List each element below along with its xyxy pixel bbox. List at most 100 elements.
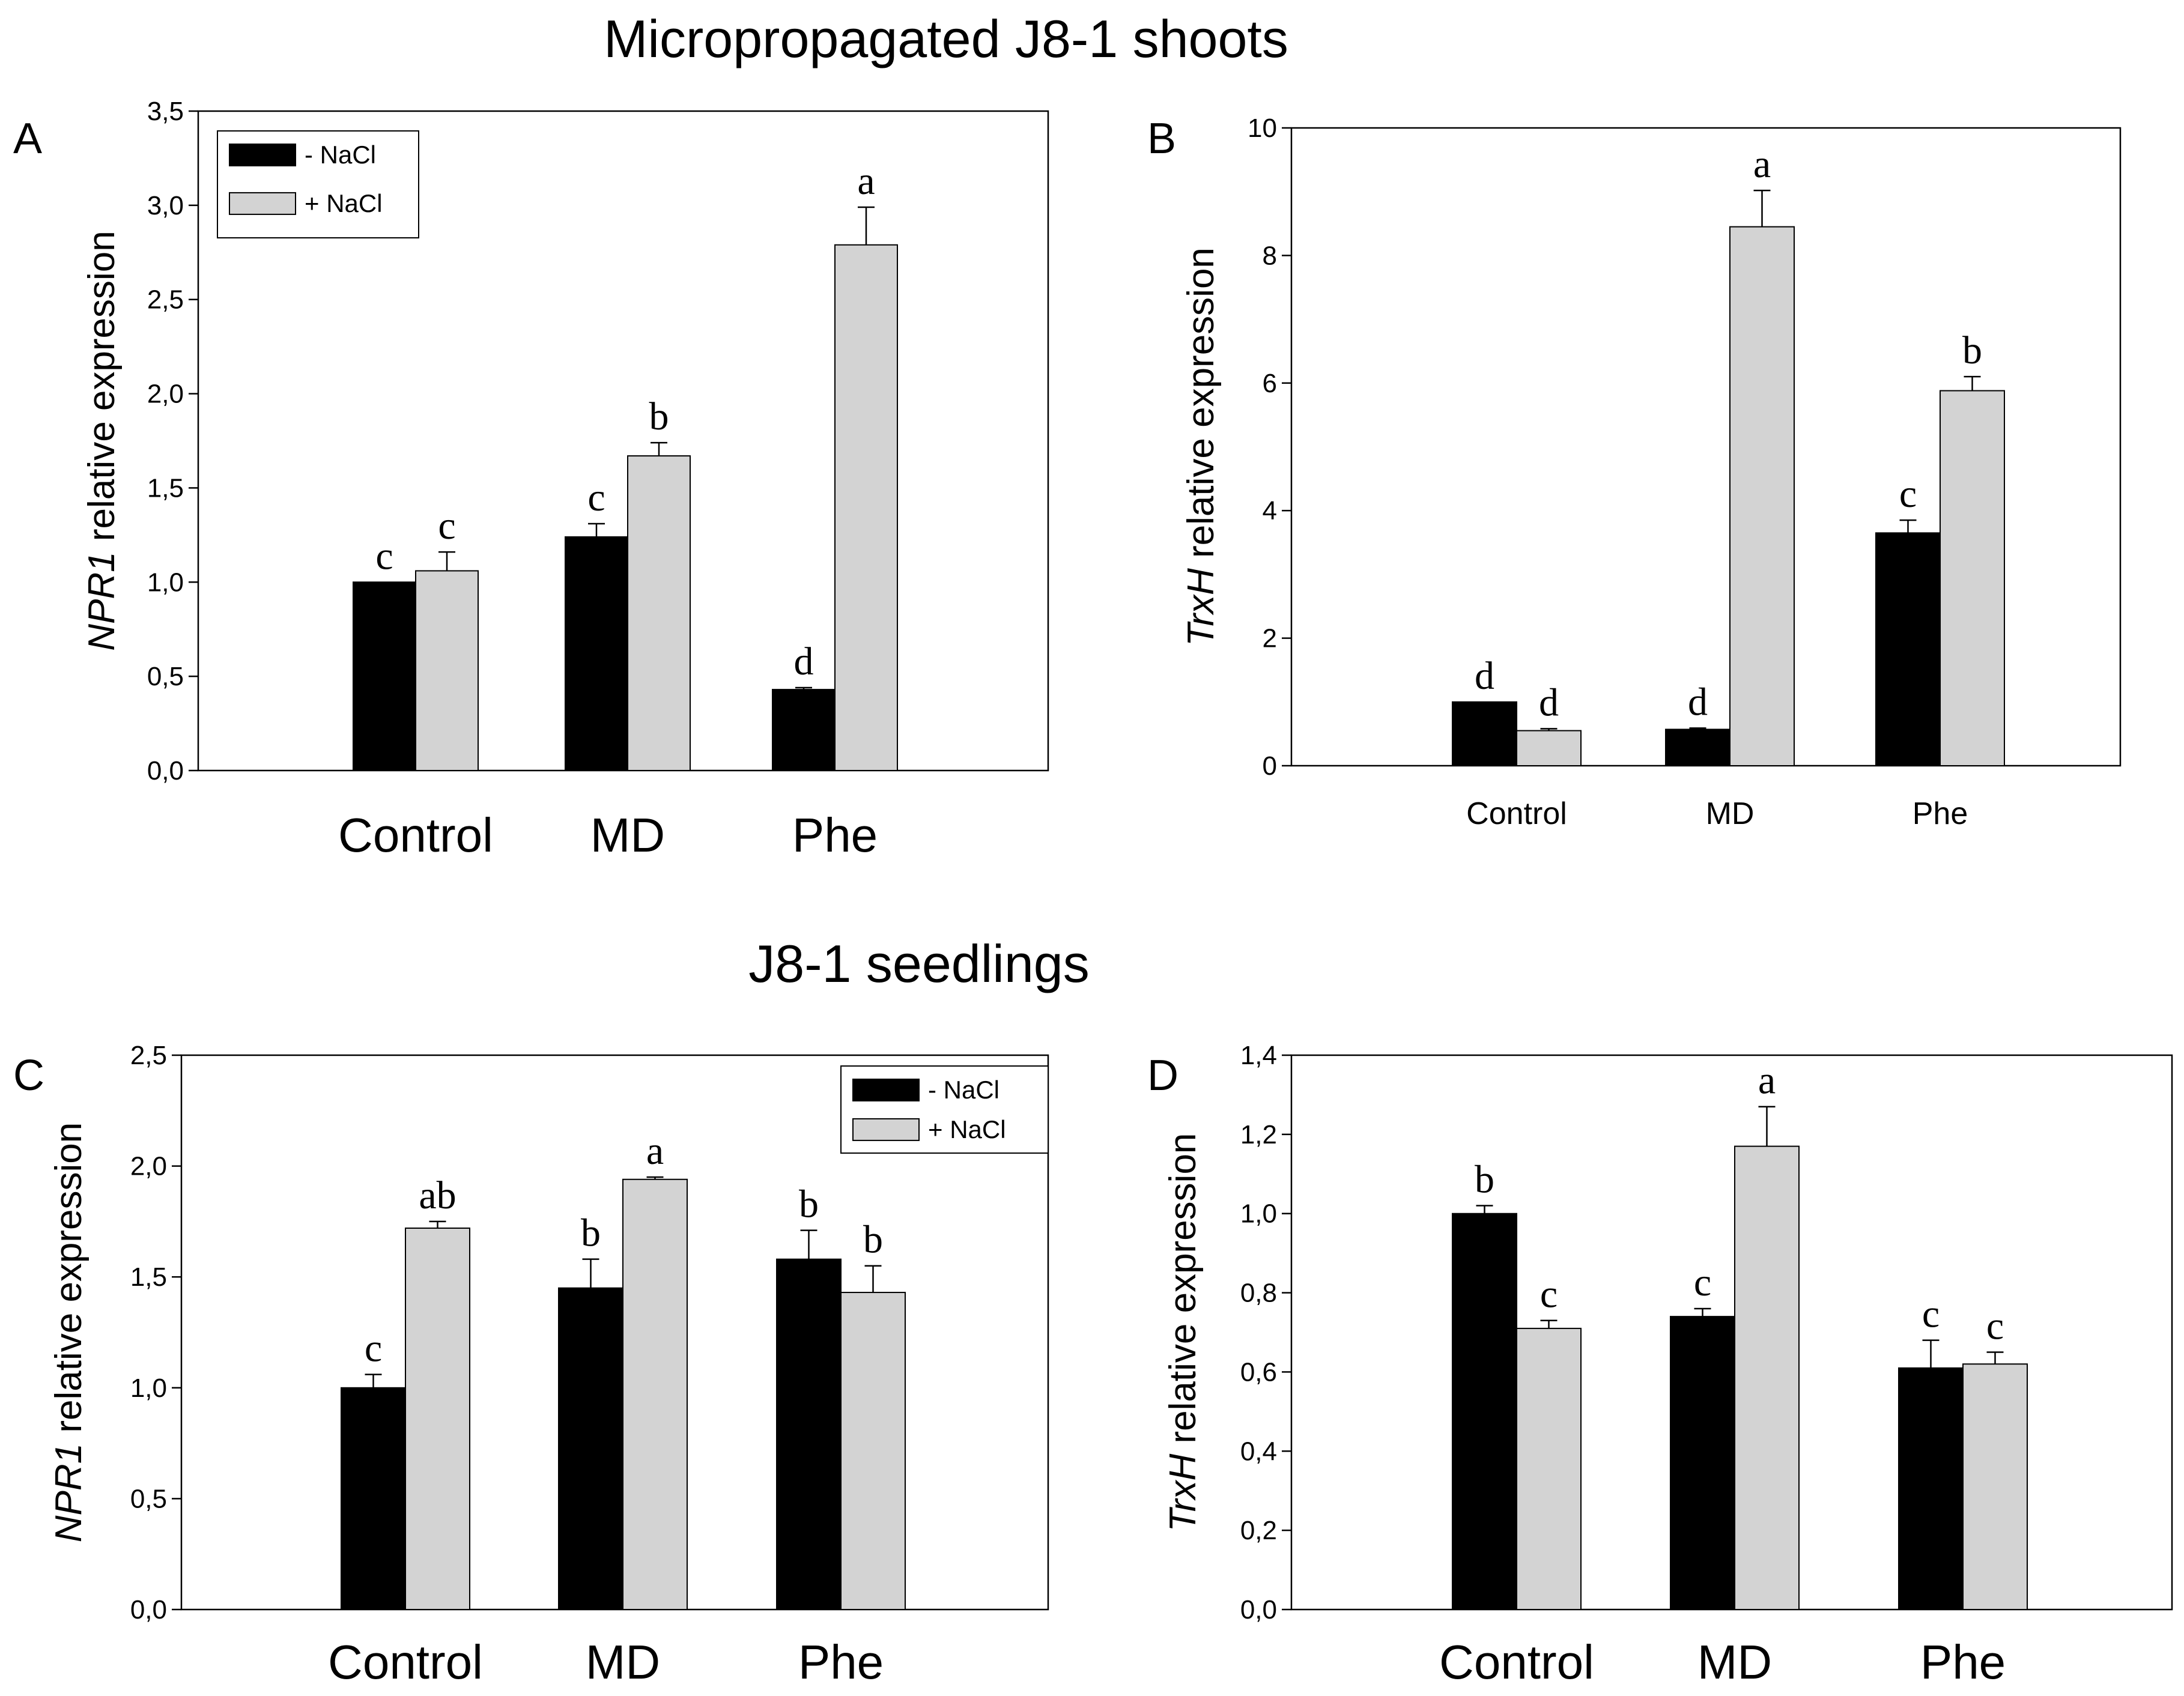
panel-a-legend-swatch-plus: [229, 192, 296, 215]
panel-d-chart: D 0,0 0,2 0,4 0,6 0,8 1,0 1,2 1,4 TrxH relative e…: [1147, 1041, 2173, 1689]
panel-b-sig-letter-minus-nacl-phe: c: [1899, 472, 1917, 516]
panel-d-y-tick-label: 0,8: [1240, 1279, 1277, 1308]
panel-c-sig-letter-minus-nacl-md: b: [581, 1211, 601, 1255]
panel-a-y-tick-label: 2,5: [147, 285, 184, 315]
panel-c-bar-minus-nacl-phe: [776, 1258, 842, 1611]
panel-b-sig-letter-minus-nacl-control: d: [1475, 654, 1494, 698]
panel-a-y-axis-label-gene: NPR1: [81, 551, 123, 650]
panel-a-y-tick-label: 0,5: [147, 662, 184, 691]
panel-c-y-tick-label: 0,0: [130, 1595, 167, 1625]
panel-a-legend-label-minus: - NaCl: [305, 141, 376, 169]
panel-b-bar-plus-nacl-phe: [1940, 390, 2005, 766]
panel-d-sig-letter-plus-nacl-control: c: [1540, 1273, 1558, 1316]
panel-a-bar-minus-nacl-md: [565, 536, 628, 771]
panel-a-bar-plus-nacl-control: [415, 570, 479, 771]
panel-a-bar-minus-nacl-control: [353, 581, 416, 771]
panel-a-legend-swatch-minus: [229, 144, 296, 166]
panel-a-sig-letter-plus-nacl-phe: a: [857, 159, 875, 203]
panel-a-legend: - NaCl + NaCl: [217, 130, 419, 238]
panel-d-bar-minus-nacl-phe: [1898, 1367, 1964, 1610]
panel-c-y-axis-label-gene: NPR1: [48, 1443, 89, 1542]
panel-a-y-axis-label-text: relative expression: [81, 231, 123, 551]
panel-a-y-tick-label: 1,5: [147, 473, 184, 503]
panel-a-bar-plus-nacl-phe: [834, 244, 898, 772]
panel-b-bar-minus-nacl-phe: [1875, 532, 1941, 766]
panel-c-y-axis-label-text: relative expression: [48, 1122, 89, 1443]
panel-d-sig-letter-plus-nacl-md: a: [1758, 1059, 1776, 1103]
panel-a-y-tick-label: 1,0: [147, 568, 184, 597]
panel-b-x-category-label: Phe: [1913, 796, 1968, 831]
bottom-section-title: J8-1 seedlings: [748, 934, 1089, 993]
panels: A 0,0 0,5 1,0 1,5 2,0 2,5 3,0 3,5 NPR1 relative e…: [13, 97, 2173, 1689]
panel-c-sig-letter-minus-nacl-control: c: [365, 1327, 382, 1370]
panel-c-y-tick-label: 2,0: [130, 1152, 167, 1181]
panel-c-y-tick-label: 2,5: [130, 1041, 167, 1070]
panel-c-legend-swatch-plus: [852, 1118, 920, 1141]
panel-c-y-axis-label: NPR1 relative expression: [48, 1122, 89, 1543]
panel-b-bar-minus-nacl-md: [1665, 728, 1731, 766]
panel-b-x-category-label: MD: [1706, 796, 1755, 831]
panel-b-bar-plus-nacl-md: [1729, 226, 1795, 766]
panel-a-bar-plus-nacl-md: [627, 455, 691, 771]
panel-c-sig-letter-plus-nacl-md: a: [646, 1129, 664, 1173]
panel-d-y-tick-label: 0,2: [1240, 1516, 1277, 1545]
panel-d-y-tick-label: 0,4: [1240, 1437, 1277, 1466]
panel-d-sig-letter-plus-nacl-phe: c: [1986, 1304, 2004, 1348]
panel-b-y-tick-label: 4: [1263, 496, 1277, 525]
panel-b-bar-plus-nacl-control: [1516, 730, 1582, 766]
panel-a-sig-letter-plus-nacl-control: c: [438, 504, 455, 548]
panel-d-y-tick-label: 0,6: [1240, 1357, 1277, 1387]
panel-a-sig-letter-minus-nacl-phe: d: [794, 640, 814, 683]
panel-d-x-category-label: MD: [1697, 1635, 1772, 1689]
panel-b-bar-minus-nacl-control: [1452, 701, 1517, 767]
panel-d-bar-plus-nacl-control: [1516, 1327, 1582, 1611]
panel-d-x-category-label: Control: [1439, 1635, 1594, 1689]
panel-d-sig-letter-minus-nacl-md: c: [1694, 1261, 1711, 1304]
panel-d-bar-plus-nacl-md: [1734, 1145, 1800, 1610]
panel-c-x-category-label: MD: [586, 1635, 660, 1689]
panel-b-y-tick-label: 2: [1263, 624, 1277, 653]
panel-c-legend: - NaCl + NaCl: [840, 1065, 1049, 1154]
panel-d-y-tick-label: 1,4: [1240, 1041, 1277, 1070]
panel-d-sig-letter-minus-nacl-phe: c: [1922, 1292, 1940, 1336]
panel-c-legend-label-plus: + NaCl: [928, 1115, 1006, 1143]
panel-c-bar-minus-nacl-control: [341, 1387, 406, 1611]
panel-c-x-category-label: Phe: [798, 1635, 884, 1689]
panel-c-sig-letter-minus-nacl-phe: b: [799, 1183, 819, 1226]
panel-c-x-category-label: Control: [328, 1635, 483, 1689]
panel-b-x-category-label: Control: [1466, 796, 1567, 831]
panel-c-bar-plus-nacl-control: [405, 1227, 470, 1610]
panel-a-sig-letter-minus-nacl-control: c: [375, 534, 393, 578]
panel-a-y-tick-label: 0,0: [147, 756, 184, 786]
panel-b-sig-letter-plus-nacl-md: a: [1753, 142, 1771, 186]
panel-a-letter: A: [13, 115, 42, 163]
panel-a-legend-label-plus: + NaCl: [305, 189, 383, 217]
panel-c-y-tick-label: 0,5: [130, 1484, 167, 1513]
panel-c-bar-plus-nacl-phe: [840, 1292, 906, 1610]
panel-c-letter: C: [13, 1052, 44, 1100]
panel-d-y-axis-label-gene: TrxH: [1162, 1454, 1204, 1532]
panel-b-sig-letter-minus-nacl-md: d: [1688, 680, 1708, 724]
panel-b-sig-letter-plus-nacl-control: d: [1539, 680, 1559, 724]
panel-a-sig-letter-plus-nacl-md: b: [649, 395, 669, 438]
panel-b-y-tick-label: 10: [1248, 114, 1277, 143]
panel-d-sig-letter-minus-nacl-control: b: [1475, 1158, 1494, 1202]
panel-d-bar-minus-nacl-md: [1670, 1316, 1735, 1611]
panel-a-x-category-label: Phe: [792, 808, 878, 862]
panel-a-y-tick-label: 3,5: [147, 97, 184, 126]
panel-a-y-axis-label: NPR1 relative expression: [81, 231, 123, 651]
panel-b-letter: B: [1147, 115, 1176, 163]
panel-b-y-axis-label-text: relative expression: [1180, 247, 1222, 568]
panel-d-bar-plus-nacl-phe: [1962, 1363, 2028, 1611]
panel-a-sig-letter-minus-nacl-md: c: [587, 476, 605, 519]
panel-c-bar-plus-nacl-md: [622, 1178, 688, 1610]
panel-a-x-category-label: MD: [590, 808, 665, 862]
panel-a-y-tick-label: 2,0: [147, 380, 184, 409]
panel-c-bar-minus-nacl-md: [558, 1287, 623, 1610]
panel-a-bar-minus-nacl-phe: [772, 689, 836, 772]
panel-d-y-tick-label: 1,2: [1240, 1120, 1277, 1149]
panel-c-sig-letter-plus-nacl-phe: b: [863, 1218, 883, 1262]
panel-c-y-tick-label: 1,5: [130, 1262, 167, 1292]
panel-b-y-tick-label: 0: [1263, 751, 1277, 781]
